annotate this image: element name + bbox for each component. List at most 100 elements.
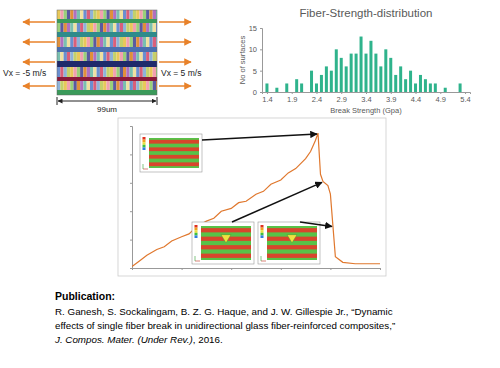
fiber-segment — [113, 23, 116, 32]
tick-mark — [260, 71, 262, 72]
velocity-label: Vx = -5 m/s — [3, 68, 46, 78]
bar — [330, 71, 333, 92]
bar — [424, 79, 427, 92]
fiber-segment — [64, 23, 67, 32]
fiber-segment — [149, 10, 152, 19]
tick-mark — [465, 92, 466, 94]
fiber-segment — [90, 10, 93, 19]
tick-mark — [130, 126, 132, 127]
fiber-segment — [107, 52, 110, 61]
dimension-tick — [57, 97, 58, 105]
bar — [285, 83, 288, 92]
data-line — [132, 133, 380, 266]
tick: 2.9 — [337, 92, 347, 104]
axis: 1.41.92.42.93.43.94.44.95.4 — [262, 92, 471, 104]
velocity-arrow — [159, 61, 191, 63]
citation-tail: , 2016. — [193, 334, 223, 345]
fiber-segment — [90, 23, 93, 32]
inset-axis — [195, 256, 196, 261]
tick-mark — [182, 268, 183, 270]
fiber-segment — [60, 67, 63, 77]
inset-fiber — [201, 254, 251, 258]
bar — [365, 54, 368, 92]
bar — [419, 75, 422, 92]
fiber-segment — [126, 23, 129, 32]
fiber-segment — [120, 37, 123, 47]
velocity-arrow — [159, 21, 191, 23]
fiber-segment — [70, 10, 73, 19]
fiber-segment — [67, 81, 70, 90]
bar — [300, 83, 303, 92]
inset-colorbar — [261, 235, 264, 238]
bar — [374, 54, 377, 92]
fiber-segment — [116, 23, 119, 32]
fiber-segment — [60, 23, 63, 32]
tick: 1.4 — [262, 92, 272, 104]
velocity-arrow — [23, 85, 55, 87]
fiber-segment — [130, 67, 133, 77]
fiber-segment — [93, 52, 96, 61]
dimension-label: 99um — [97, 105, 117, 114]
fiber-segment — [113, 67, 116, 77]
axis-line — [133, 269, 381, 271]
fiber-segment — [67, 67, 70, 77]
fiber-segment — [123, 52, 126, 61]
fiber-segment — [60, 37, 63, 47]
fiber-segment — [74, 37, 77, 47]
fiber-segment — [136, 23, 139, 32]
fiber-segment — [80, 37, 83, 47]
fiber-segment — [113, 52, 116, 61]
fiber-segment — [80, 10, 83, 19]
bar — [389, 58, 392, 92]
fiber-segment — [143, 81, 146, 90]
fiber-segment — [93, 67, 96, 77]
fiber-segment — [110, 81, 113, 90]
fiber-segment — [123, 67, 126, 77]
publication: Publication:R. Ganesh, S. Sockalingam, B… — [54, 290, 395, 345]
fiber-segment — [123, 23, 126, 32]
fiber-segment — [107, 81, 110, 90]
chart-title: Fiber-Strength-distribution — [300, 7, 433, 19]
bar — [265, 83, 268, 92]
bar — [379, 66, 382, 92]
fiber-segment — [70, 52, 73, 61]
fiber-segment — [140, 81, 143, 90]
bar — [384, 49, 387, 92]
bar — [355, 54, 358, 92]
inset-axis — [143, 169, 148, 170]
fiber-segment — [146, 23, 149, 32]
axis-title: No of surfaces — [238, 36, 247, 85]
bar — [444, 88, 447, 92]
tick-label: 5.4 — [460, 95, 470, 104]
fiber-segment — [153, 52, 156, 61]
contour-inset — [258, 222, 320, 264]
fiber-segment — [136, 52, 139, 61]
tick — [132, 268, 133, 270]
fiber-segment — [70, 23, 73, 32]
tick-label: 2.9 — [337, 95, 347, 104]
tick: 3.4 — [361, 92, 371, 104]
tick-label: 4.9 — [436, 95, 446, 104]
velocity-label: Vx = 5 m/s — [161, 68, 201, 78]
bar — [275, 88, 278, 92]
tick-mark — [267, 92, 268, 94]
fiber-segment — [130, 10, 133, 19]
fiber-segment — [57, 23, 60, 32]
fiber-segment — [93, 23, 96, 32]
fiber-segment — [100, 23, 103, 32]
axis — [130, 127, 133, 269]
tick-mark — [281, 268, 282, 270]
fiber-segment — [130, 37, 133, 47]
fiber-segment — [110, 23, 113, 32]
fiber-segment — [126, 67, 129, 77]
fiber-segment — [149, 37, 152, 47]
tick — [281, 268, 282, 270]
fiber-segment — [136, 37, 139, 47]
inset-fiber — [149, 155, 199, 159]
matrix-layer — [57, 90, 157, 95]
inset-colorbar — [143, 147, 146, 150]
fiber-segment — [57, 52, 60, 61]
tick — [130, 154, 132, 155]
tick — [130, 126, 132, 127]
fiber-segment — [100, 67, 103, 77]
